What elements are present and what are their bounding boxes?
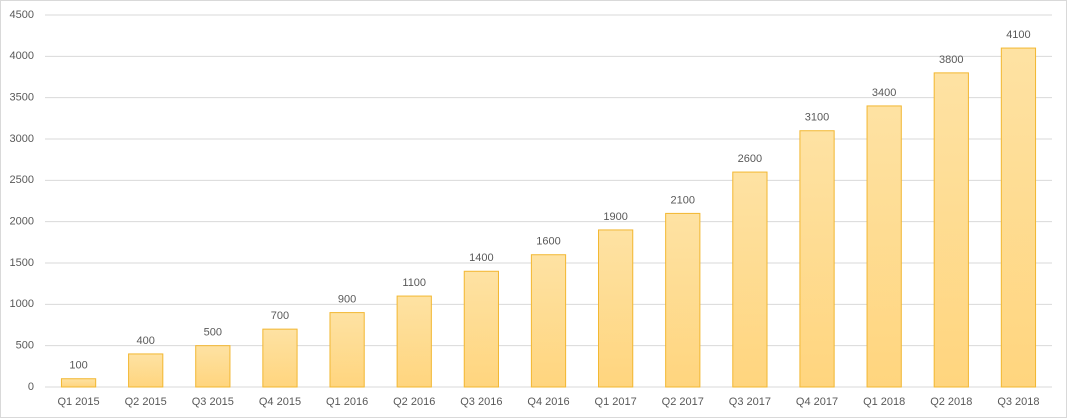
data-label: 3100 — [805, 112, 829, 124]
x-tick-label: Q3 2015 — [192, 396, 234, 408]
y-tick-label: 3500 — [10, 92, 34, 104]
y-tick-label: 0 — [28, 381, 34, 393]
x-tick-label: Q3 2018 — [997, 396, 1039, 408]
bar — [598, 229, 634, 388]
data-label: 400 — [137, 335, 155, 347]
bar — [463, 270, 499, 388]
bar — [1000, 47, 1037, 388]
bar — [933, 72, 969, 388]
y-tick-label: 4000 — [10, 50, 34, 62]
data-label: 2100 — [671, 194, 695, 206]
x-tick-label: Q1 2017 — [595, 396, 637, 408]
y-tick-label: 1500 — [10, 257, 34, 269]
bar — [530, 254, 567, 388]
x-tick-label: Q2 2015 — [125, 396, 167, 408]
data-label: 2600 — [738, 153, 762, 165]
bar — [799, 130, 835, 388]
data-label: 3400 — [872, 87, 896, 99]
data-label: 1400 — [469, 252, 493, 264]
data-label: 900 — [338, 294, 356, 306]
y-tick-label: 500 — [16, 340, 34, 352]
y-tick-label: 1000 — [10, 298, 34, 310]
data-label: 3800 — [939, 54, 963, 66]
data-label: 500 — [204, 327, 222, 339]
bar — [128, 353, 164, 388]
data-label: 100 — [69, 360, 87, 372]
data-label: 1900 — [603, 211, 627, 223]
y-tick-label: 2000 — [10, 216, 34, 228]
data-label: 700 — [271, 310, 289, 322]
bar — [262, 328, 298, 388]
x-tick-label: Q3 2016 — [460, 396, 502, 408]
data-label: 4100 — [1006, 29, 1030, 41]
x-tick-label: Q1 2018 — [863, 396, 905, 408]
data-label: 1100 — [402, 277, 426, 289]
x-tick-label: Q2 2017 — [662, 396, 704, 408]
x-tick-label: Q4 2015 — [259, 396, 301, 408]
x-tick-label: Q4 2016 — [527, 396, 569, 408]
bar — [665, 212, 701, 388]
bar — [329, 312, 365, 388]
data-label: 1600 — [536, 236, 560, 248]
x-tick-label: Q2 2016 — [393, 396, 435, 408]
bar — [732, 171, 768, 388]
x-tick-label: Q3 2017 — [729, 396, 771, 408]
bar — [396, 295, 432, 388]
x-tick-label: Q2 2018 — [930, 396, 972, 408]
y-tick-label: 4500 — [10, 9, 34, 21]
bar — [866, 105, 902, 388]
x-tick-label: Q1 2016 — [326, 396, 368, 408]
x-tick-label: Q1 2015 — [57, 396, 99, 408]
bar — [195, 345, 231, 388]
y-tick-label: 3000 — [10, 133, 34, 145]
y-tick-label: 2500 — [10, 174, 34, 186]
x-tick-label: Q4 2017 — [796, 396, 838, 408]
bar — [60, 378, 97, 388]
